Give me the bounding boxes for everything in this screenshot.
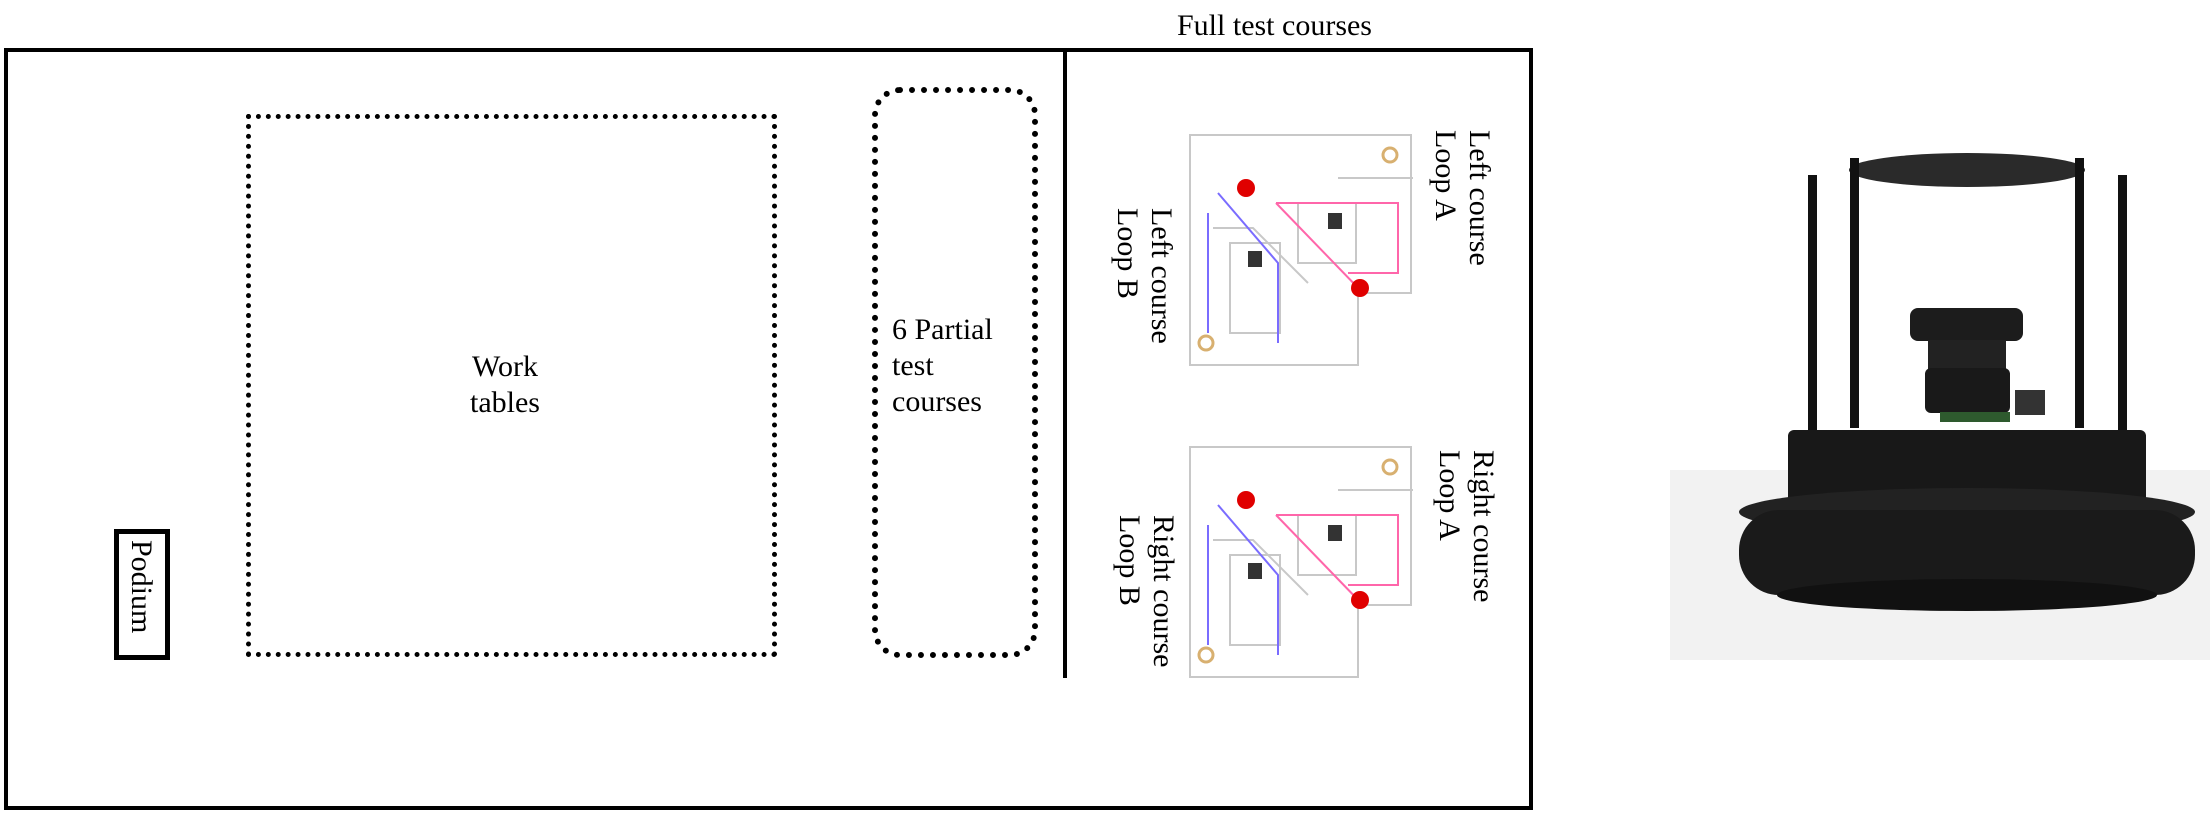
room-outline bbox=[4, 48, 1533, 810]
left-b-line2: Loop B bbox=[1111, 208, 1144, 299]
work-tables-area bbox=[246, 114, 777, 657]
right-a-line1: Right course bbox=[1467, 450, 1500, 603]
left-b-line1: Left course bbox=[1145, 208, 1178, 344]
robot-illustration bbox=[1670, 140, 2210, 665]
partial-test-courses-area bbox=[872, 87, 1038, 658]
work-tables-label-line2: tables bbox=[470, 386, 540, 419]
right-a-line2: Loop A bbox=[1433, 450, 1466, 541]
left-course-loop-b-label: Left course Loop B bbox=[1110, 208, 1178, 344]
right-b-line1: Right course bbox=[1147, 515, 1180, 668]
podium-label: Podium bbox=[125, 540, 158, 634]
work-tables-label-line1: Work bbox=[472, 350, 538, 383]
right-b-line2: Loop B bbox=[1113, 515, 1146, 606]
work-tables-label: Work tables bbox=[465, 349, 545, 421]
partial-test-courses-label: 6 Partial test courses bbox=[892, 312, 993, 420]
left-a-line2: Loop A bbox=[1429, 130, 1462, 221]
right-course-loop-b-label: Right course Loop B bbox=[1112, 515, 1180, 667]
left-a-line1: Left course bbox=[1463, 130, 1496, 266]
full-test-courses-title: Full test courses bbox=[1177, 9, 1372, 42]
podium-box bbox=[114, 529, 170, 660]
partial-label-line2: test bbox=[892, 349, 934, 382]
partial-label-line3: courses bbox=[892, 385, 982, 418]
right-course-loop-a-label: Right course Loop A bbox=[1432, 450, 1500, 602]
left-course-map bbox=[1189, 134, 1413, 366]
left-course-loop-a-label: Left course Loop A bbox=[1428, 130, 1496, 266]
room-divider bbox=[1063, 48, 1067, 678]
right-course-map bbox=[1189, 446, 1413, 678]
partial-label-line1: 6 Partial bbox=[892, 313, 993, 346]
